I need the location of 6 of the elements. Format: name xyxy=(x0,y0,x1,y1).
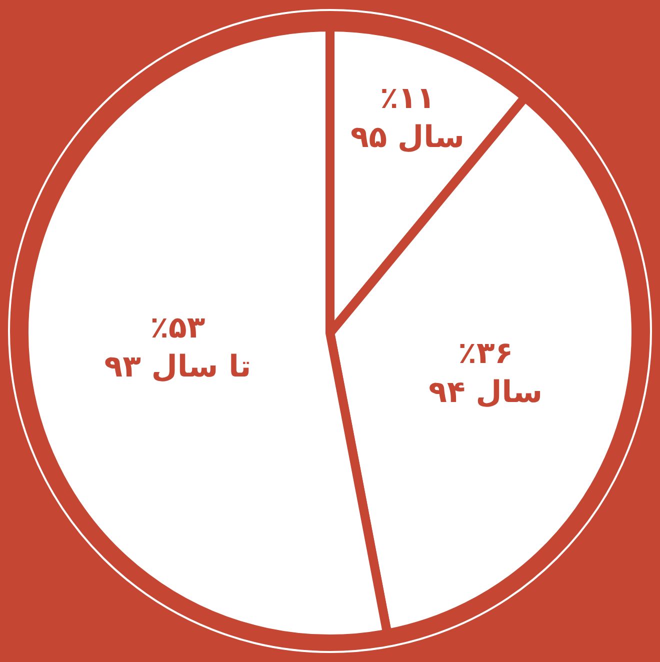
data-label: ٪۱۱ xyxy=(380,80,435,116)
slice-label: سال ۹۵ xyxy=(350,120,464,155)
data-label: ٪۳۶ xyxy=(458,336,514,371)
data-label: ٪۵۳ xyxy=(150,310,206,346)
slice-label: تا سال ۹۳ xyxy=(104,349,252,384)
slice-label: سال ۹۴ xyxy=(428,374,543,410)
